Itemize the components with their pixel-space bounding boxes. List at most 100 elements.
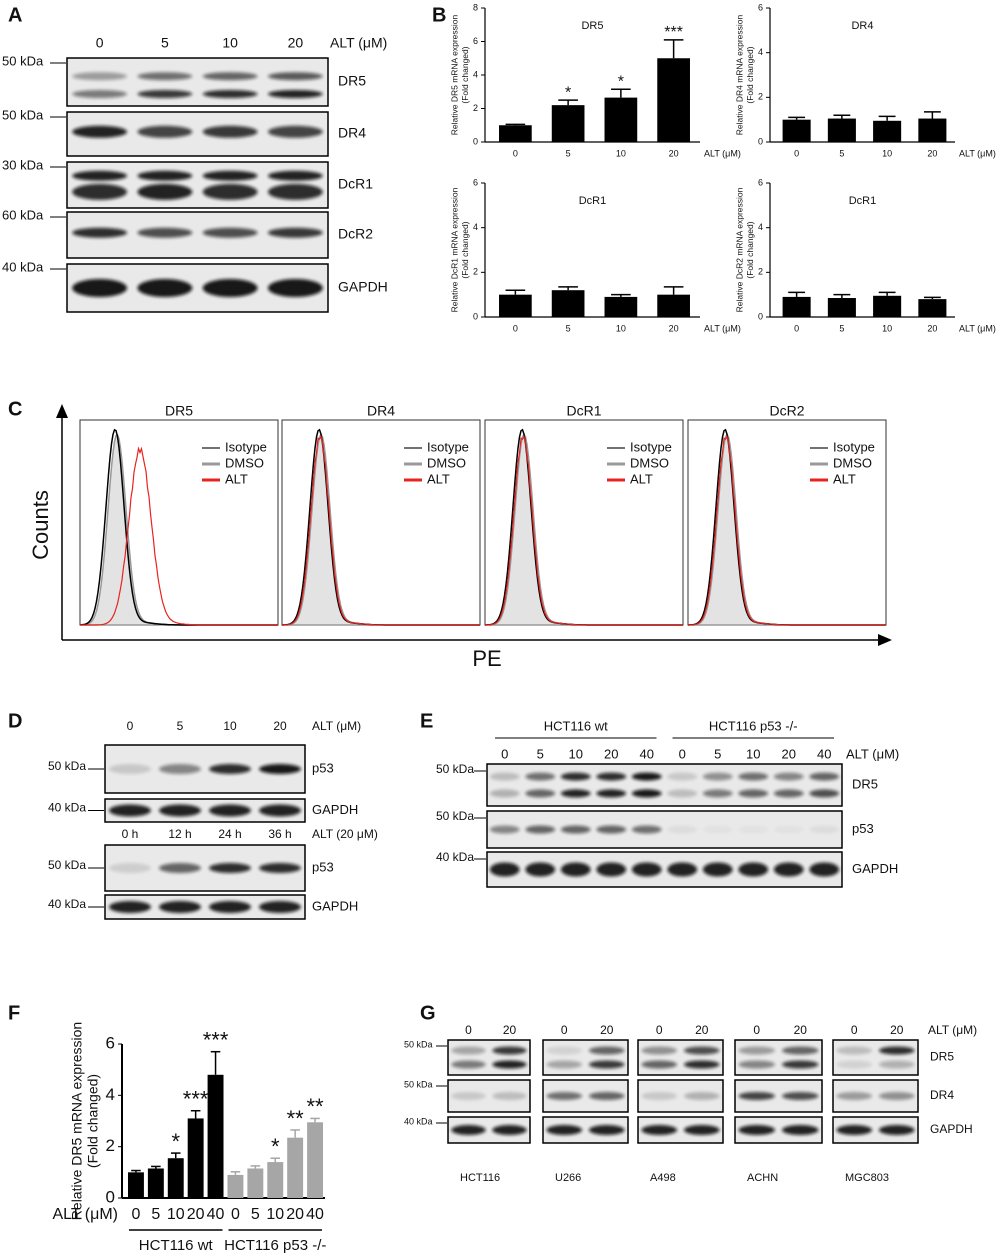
lane-label: 12 h bbox=[168, 827, 191, 841]
blot-band bbox=[588, 1046, 625, 1055]
bar bbox=[551, 105, 585, 142]
x-tick-label: 0 bbox=[794, 323, 799, 333]
blot-band bbox=[72, 72, 128, 81]
plot-title: DcR2 bbox=[769, 403, 804, 419]
blot-band bbox=[667, 862, 698, 877]
blot-band bbox=[525, 825, 556, 834]
lane-label: 24 h bbox=[218, 827, 241, 841]
panel-letter: C bbox=[8, 398, 22, 420]
marker-label: 50 kDa bbox=[48, 759, 86, 773]
lane-label: 20 bbox=[288, 35, 304, 51]
blot-band bbox=[202, 90, 258, 98]
marker-label: 50 kDa bbox=[2, 107, 44, 122]
blot-band bbox=[560, 862, 591, 877]
marker-label: 40 kDa bbox=[404, 1116, 433, 1126]
bar bbox=[604, 296, 638, 317]
x-tick-label: 5 bbox=[251, 1206, 260, 1223]
cell-line-label: MGC803 bbox=[845, 1172, 889, 1184]
y-axis-label: (Fold changed) bbox=[85, 1074, 101, 1168]
marker-label: 40 kDa bbox=[48, 897, 86, 911]
blot-band bbox=[72, 227, 128, 238]
lane-label: 20 bbox=[695, 1023, 709, 1037]
blot-band bbox=[560, 772, 591, 781]
blot-band bbox=[588, 1092, 625, 1100]
blot-band bbox=[774, 826, 804, 834]
x-axis-label: ALT (μM) bbox=[959, 148, 996, 158]
lane-label: 40 bbox=[640, 746, 654, 761]
blot-band bbox=[781, 1092, 819, 1100]
legend-label: Isotype bbox=[225, 439, 267, 454]
blot-band bbox=[641, 1092, 678, 1100]
blot-band bbox=[588, 1125, 625, 1135]
significance: ** bbox=[287, 1106, 305, 1131]
blot-band bbox=[738, 1046, 776, 1055]
bar bbox=[247, 1168, 264, 1198]
y-tick-label: 0 bbox=[106, 1187, 115, 1206]
blot-band bbox=[773, 862, 804, 877]
blot-band bbox=[137, 183, 193, 200]
y-axis-label: Relative DR5 mRNA expression bbox=[449, 15, 459, 136]
y-axis-label: (Fold changed) bbox=[460, 221, 470, 278]
blot-band bbox=[560, 825, 591, 834]
blot-band bbox=[588, 1060, 625, 1069]
bar bbox=[187, 1118, 204, 1198]
chart-title: DR4 bbox=[851, 20, 873, 32]
blot-band bbox=[631, 789, 662, 798]
x-axis-label: ALT (μM) bbox=[959, 323, 996, 333]
blot-band bbox=[109, 863, 151, 873]
blot-band bbox=[702, 772, 733, 781]
blot-band bbox=[667, 789, 698, 798]
chart-title: DcR1 bbox=[579, 195, 607, 207]
bar bbox=[657, 294, 690, 317]
blot-band bbox=[702, 862, 733, 877]
lane-label: 20 bbox=[782, 746, 796, 761]
marker-label: 40 kDa bbox=[48, 801, 86, 815]
blot-band bbox=[492, 1125, 527, 1135]
blot-band bbox=[773, 789, 804, 798]
bar bbox=[147, 1168, 164, 1198]
x-tick-label: 20 bbox=[927, 323, 937, 333]
y-tick-label: 6 bbox=[758, 177, 763, 187]
blot-band bbox=[525, 862, 556, 877]
blot-band bbox=[596, 772, 627, 781]
legend-label: DMSO bbox=[630, 455, 669, 470]
lane-label: 5 bbox=[161, 35, 169, 51]
blot-band bbox=[259, 804, 301, 817]
x-tick-label: 20 bbox=[286, 1206, 304, 1223]
blot-band bbox=[259, 863, 301, 873]
treatment-label: ALT (20 μM) bbox=[312, 827, 378, 841]
blot-band bbox=[72, 90, 128, 98]
protein-label: p53 bbox=[312, 760, 334, 775]
x-tick-label: 5 bbox=[839, 148, 844, 158]
blot bbox=[542, 1039, 629, 1076]
blot-band bbox=[702, 789, 733, 798]
blot-band bbox=[137, 90, 193, 98]
legend-label: Isotype bbox=[630, 439, 672, 454]
bar bbox=[227, 1174, 244, 1198]
blot-band bbox=[267, 170, 323, 181]
blot-band bbox=[809, 862, 840, 877]
lane-label: 5 bbox=[177, 719, 184, 733]
panel-letter: D bbox=[8, 710, 22, 732]
y-tick-label: 0 bbox=[758, 136, 763, 146]
legend-label: Isotype bbox=[427, 439, 469, 454]
blot-band bbox=[878, 1046, 915, 1055]
blot-band bbox=[836, 1060, 873, 1069]
bar bbox=[873, 295, 902, 317]
blot-band bbox=[631, 862, 662, 877]
y-axis-label: (Fold changed) bbox=[745, 46, 755, 103]
blot-band bbox=[451, 1092, 486, 1100]
protein-label: DR5 bbox=[338, 73, 366, 89]
protein-label: DR4 bbox=[338, 125, 366, 141]
blot-band bbox=[209, 863, 251, 873]
protein-label: DR5 bbox=[852, 776, 878, 791]
blot-band bbox=[137, 125, 193, 138]
x-tick-label: 5 bbox=[151, 1206, 160, 1223]
blot-band bbox=[137, 227, 193, 238]
bar bbox=[827, 118, 856, 142]
x-tick-label: 10 bbox=[266, 1206, 284, 1223]
x-tick-label: 0 bbox=[513, 148, 518, 158]
blot-band bbox=[596, 825, 627, 834]
blot-band bbox=[683, 1060, 720, 1069]
y-axis-label: Relative DR5 mRNA expression bbox=[69, 1022, 85, 1220]
